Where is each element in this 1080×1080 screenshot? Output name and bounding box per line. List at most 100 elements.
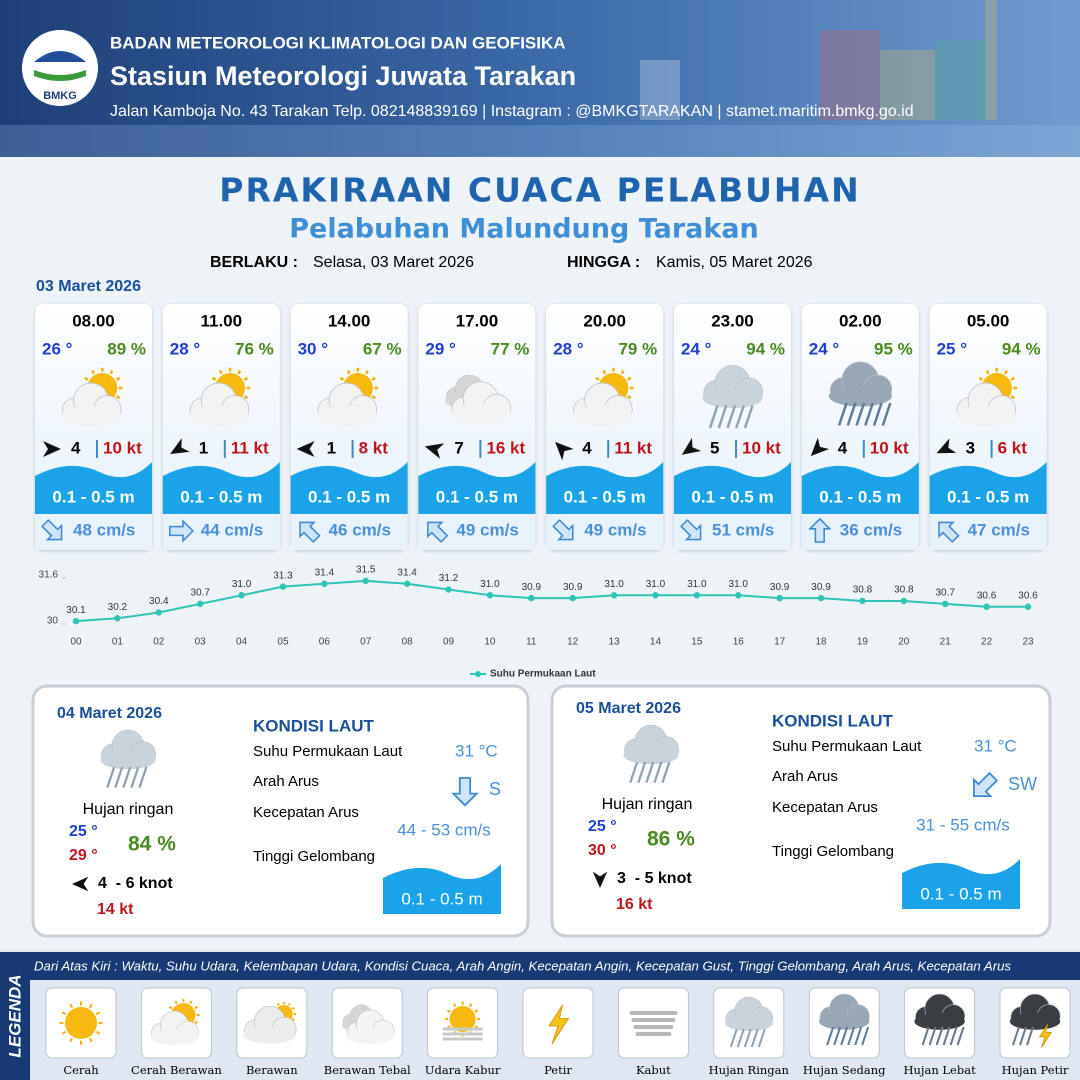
cloud [316,382,377,426]
rain [881,402,892,426]
rain [743,405,754,429]
slot-time: 05.00 [967,311,1010,330]
sst-point [817,594,825,602]
cloud-part [819,1013,870,1030]
current-speed: 48 cm/s [73,520,135,539]
weather-icon [1009,993,1061,1048]
cloud [914,993,966,1030]
x-tick-label: 17 [774,637,786,648]
rain [921,1026,930,1046]
wave-value: 0.1 - 0.5 m [401,889,482,908]
x-tick-label: 02 [153,637,165,648]
wave-band [546,462,664,514]
x-tick-label: 11 [526,637,537,648]
x-tick-label: 20 [898,637,910,648]
current-arrow [299,521,321,543]
sun-ray [474,1009,479,1013]
rain [840,1026,849,1046]
logo [22,30,98,106]
sst-point [445,586,452,593]
x-tick-label: 09 [443,637,455,648]
valid-from: Selasa, 03 Maret 2026 [313,254,474,271]
wave-height: 0.1 - 0.5 m [947,487,1029,506]
header-band [0,0,1080,157]
x-tick-label: 22 [981,637,993,648]
outlook-date: 04 Maret 2026 [57,705,162,722]
legend-item-label: Cerah Berawan [131,1063,222,1077]
logo-text: BMKG [43,90,77,102]
value-label: 31.2 [439,573,459,584]
cloud [450,381,512,425]
slot-temp: 29 ° [425,339,456,358]
cloud [702,365,763,408]
sun-ray [88,1003,93,1009]
wind-range: 3 - 5 knot [617,870,692,887]
weather-icon [445,374,512,425]
sun-ray [88,1037,93,1043]
rain [854,1026,863,1046]
wind-speed: 1 [199,438,208,457]
humidity: 86 % [647,828,695,851]
slot-time: 08.00 [72,311,115,330]
legend-marker [475,671,481,677]
value-label: 31.4 [315,567,335,578]
value-label: 31.5 [356,565,376,576]
sun-ray [620,369,625,375]
sst-point [569,594,576,602]
weather-icon [100,729,156,788]
gust-speed: 6 kt [998,438,1028,457]
station-name: Stasiun Meteorologi Juwata Tarakan [110,61,576,91]
wave-label: Tinggi Gelombang [253,848,375,865]
sun-ray [84,376,89,381]
cloud [243,1005,297,1044]
rain [750,1028,759,1048]
legend-description: Dari Atas Kiri : Waktu, Suhu Udara, Kele… [34,958,1011,973]
temp-min: 25 ° [588,818,617,835]
valid-to: Kamis, 05 Maret 2026 [656,254,813,271]
sun-ray [1010,376,1016,381]
sun-ray [194,1020,198,1024]
rain [708,405,719,429]
legend-title: LEGENDA [5,974,24,1057]
x-tick-label: 18 [815,637,827,648]
rain [130,766,140,788]
wave-band [418,462,536,514]
sun-ray [243,395,249,400]
weather-icon [243,1001,297,1044]
value-label: 30.9 [770,582,790,593]
org-name: BADAN METEOROLOGI KLIMATOLOGI DAN GEOFIS… [110,33,566,52]
value-label: 30.2 [108,602,128,613]
value-label: 31.0 [729,579,749,590]
rain [861,1026,870,1046]
value-label: 30.8 [853,585,873,596]
value-label: 31.3 [273,570,293,581]
sst-value: 31 °C [974,736,1017,755]
sst-point [196,600,204,608]
value-label: 31.0 [604,579,624,590]
cloud [188,382,250,426]
wave-band [290,462,408,514]
wave-height: 0.1 - 0.5 m [52,487,134,506]
legend-box [617,987,689,1059]
sun-ray [291,1018,295,1021]
wind-arrow [72,876,89,892]
cloud [150,1010,199,1045]
cloud-part [955,405,1016,426]
y-tick-label: 30 [47,616,59,627]
valid-to-label: HINGGA : [567,254,640,271]
weather-icon [914,993,966,1046]
rain [661,761,671,783]
x-tick-label: 01 [112,637,124,648]
sun-ray [237,369,242,375]
weather-icon [955,367,1018,426]
weather-icon [342,1004,395,1044]
sun-ray [243,376,249,381]
sun-ray [194,1006,198,1010]
current-arrow [451,777,479,807]
current-arrow [169,519,194,543]
sun-ray [978,376,984,381]
wave-band [674,462,791,514]
value-label: 30.6 [977,590,997,601]
weather-icon [548,1004,570,1045]
cloud [572,382,633,426]
